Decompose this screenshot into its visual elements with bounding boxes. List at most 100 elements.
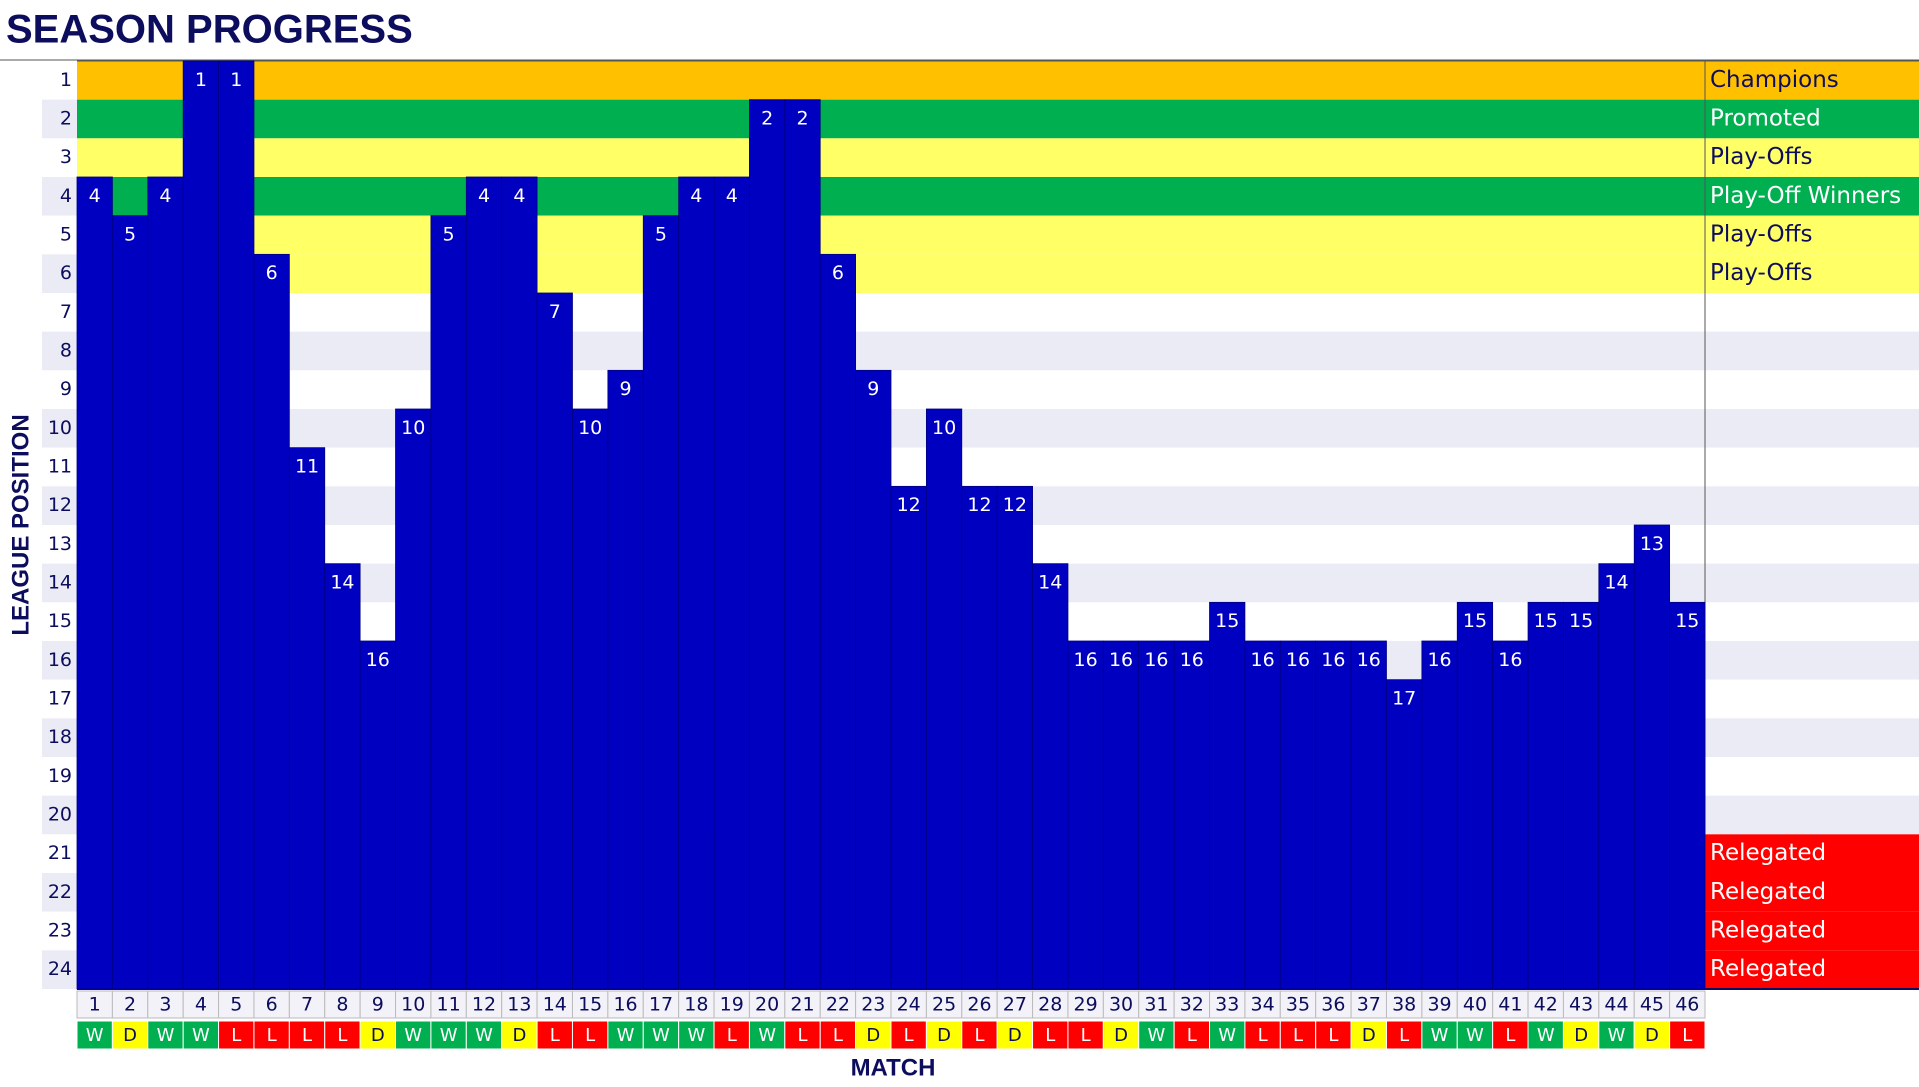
y-tick-label: 24 — [48, 958, 72, 980]
result-label: L — [798, 1025, 808, 1046]
bar — [1138, 640, 1175, 990]
bar — [1067, 640, 1104, 990]
bar — [1527, 601, 1564, 990]
result-cell — [359, 1020, 397, 1050]
result-cell — [536, 1020, 573, 1050]
result-label: L — [1293, 1025, 1303, 1046]
result-label: W — [440, 1025, 458, 1046]
x-tick-label: 36 — [1321, 994, 1345, 1016]
result-label: D — [866, 1025, 880, 1046]
position-band — [77, 370, 1919, 409]
result-label: W — [157, 1025, 175, 1046]
x-tick-label: 6 — [266, 994, 278, 1016]
x-tick-label: 40 — [1463, 994, 1487, 1016]
x-tick-label: 24 — [897, 994, 921, 1016]
y-tick-label: 8 — [60, 340, 72, 362]
result-cell — [607, 1020, 644, 1050]
result-label: L — [302, 1025, 312, 1046]
result-cell — [465, 1020, 503, 1050]
bar — [1563, 601, 1600, 990]
band-label: Play-Offs — [1710, 144, 1812, 170]
bar — [749, 99, 786, 990]
y-tick-label: 10 — [48, 417, 72, 439]
result-label: W — [652, 1025, 670, 1046]
result-label: L — [1045, 1025, 1055, 1046]
result-cell — [1032, 1020, 1069, 1050]
bar-label: 12 — [1003, 494, 1027, 516]
left-cell — [42, 873, 77, 912]
bar-label: 5 — [655, 224, 667, 246]
bar — [1386, 679, 1423, 990]
left-cell — [42, 834, 77, 873]
result-label: W — [1148, 1025, 1166, 1046]
match-cell — [1315, 990, 1352, 1019]
result-label: L — [1328, 1025, 1338, 1046]
position-band — [77, 215, 1919, 255]
x-tick-label: 3 — [159, 994, 171, 1016]
y-tick-label: 23 — [48, 920, 72, 942]
x-tick-label: 39 — [1427, 994, 1451, 1016]
result-cell — [1244, 1020, 1281, 1050]
result-label: D — [937, 1025, 951, 1046]
x-axis-title: MATCH — [851, 1054, 936, 1081]
bar-label: 9 — [620, 378, 632, 400]
match-cell — [1562, 990, 1600, 1019]
bar — [784, 99, 821, 990]
bar-label: 5 — [124, 224, 136, 246]
match-cell — [147, 990, 184, 1019]
result-label: W — [404, 1025, 422, 1046]
result-label: L — [1187, 1025, 1197, 1046]
bar-label: 16 — [1180, 649, 1204, 671]
result-label: L — [727, 1025, 737, 1046]
result-cell — [571, 1020, 609, 1050]
y-tick-label: 14 — [48, 572, 72, 594]
x-tick-label: 17 — [649, 994, 673, 1016]
result-cell — [1669, 1020, 1706, 1050]
left-cell — [42, 370, 77, 409]
bar-label: 4 — [726, 185, 738, 207]
left-cell — [42, 486, 77, 525]
result-label: L — [550, 1025, 560, 1046]
bar-label: 10 — [401, 417, 425, 439]
result-label: W — [1218, 1025, 1236, 1046]
x-tick-label: 7 — [301, 994, 313, 1016]
bar-label: 14 — [1604, 572, 1628, 594]
x-tick-label: 27 — [1003, 994, 1027, 1016]
bar-label: 12 — [967, 494, 991, 516]
x-tick-label: 26 — [967, 994, 991, 1016]
y-tick-label: 16 — [48, 649, 72, 671]
bar — [996, 485, 1033, 990]
x-tick-label: 10 — [401, 994, 425, 1016]
result-label: D — [1645, 1025, 1659, 1046]
match-cell — [784, 990, 821, 1019]
bar-label: 15 — [1675, 610, 1699, 632]
y-tick-label: 12 — [48, 494, 72, 516]
result-cell — [925, 1020, 963, 1050]
y-tick-label: 9 — [60, 378, 72, 400]
bar-label: 16 — [1498, 649, 1522, 671]
match-cell — [1279, 990, 1317, 1019]
bar — [1279, 640, 1317, 990]
result-label: W — [1608, 1025, 1626, 1046]
left-cell — [42, 795, 77, 835]
bar-label: 1 — [195, 69, 207, 91]
x-tick-label: 19 — [720, 994, 744, 1016]
x-tick-label: 22 — [826, 994, 850, 1016]
bar — [713, 176, 750, 990]
match-cell — [571, 990, 609, 1019]
result-label: D — [1008, 1025, 1022, 1046]
bar — [819, 253, 857, 990]
match-cell — [961, 990, 998, 1019]
bar — [1173, 640, 1210, 990]
result-cell — [642, 1020, 680, 1050]
x-tick-label: 29 — [1074, 994, 1098, 1016]
result-cell — [1633, 1020, 1671, 1050]
result-cell — [996, 1020, 1034, 1050]
bar — [182, 60, 219, 990]
match-cell — [819, 990, 857, 1019]
left-cell — [42, 447, 77, 487]
bar-label: 5 — [443, 224, 455, 246]
result-label: L — [1682, 1025, 1692, 1046]
x-tick-label: 37 — [1357, 994, 1381, 1016]
result-label: L — [1258, 1025, 1268, 1046]
